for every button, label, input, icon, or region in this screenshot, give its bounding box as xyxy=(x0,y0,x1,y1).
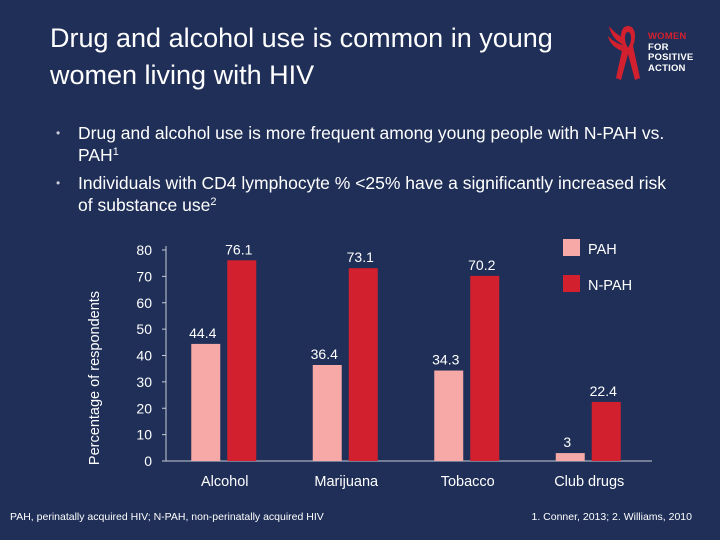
x-tick-label: Marijuana xyxy=(314,474,379,490)
bullet-text: Individuals with CD4 lymphocyte % <25% h… xyxy=(78,173,666,215)
y-tick-label: 20 xyxy=(136,400,152,416)
legend-label: N-PAH xyxy=(588,278,632,294)
bar-pah xyxy=(312,364,342,461)
data-label: 34.3 xyxy=(432,352,459,368)
data-label: 22.4 xyxy=(590,383,617,399)
legend-label: PAH xyxy=(588,242,617,258)
y-tick-label: 10 xyxy=(136,427,152,443)
bullet-item: • Drug and alcohol use is more frequent … xyxy=(56,122,676,166)
women-for-positive-action-logo: WOMEN FOR POSITIVE ACTION xyxy=(608,18,708,88)
data-label: 44.4 xyxy=(189,325,216,341)
bar-npah xyxy=(591,401,621,461)
footnote-abbreviations: PAH, perinatally acquired HIV; N-PAH, no… xyxy=(10,511,324,523)
bullet-item: • Individuals with CD4 lymphocyte % <25%… xyxy=(56,172,676,216)
legend-swatch xyxy=(563,275,580,292)
bar-pah xyxy=(191,343,221,461)
bullet-reference: 2 xyxy=(210,196,217,208)
slide-title: Drug and alcohol use is common in young … xyxy=(50,23,553,90)
bar-pah xyxy=(434,370,464,461)
y-axis-title: Percentage of respondents xyxy=(87,291,103,465)
y-tick-label: 30 xyxy=(136,374,152,390)
logo-line-women: WOMEN xyxy=(648,31,687,42)
x-tick-label: Alcohol xyxy=(201,474,249,490)
x-tick-label: Tobacco xyxy=(441,474,495,490)
bullet-text: Drug and alcohol use is more frequent am… xyxy=(78,123,665,165)
legend-swatch xyxy=(563,239,580,256)
bullet-reference: 1 xyxy=(112,146,119,158)
footnote-references: 1. Conner, 2013; 2. Williams, 2010 xyxy=(531,511,692,523)
logo-line-positive: POSITIVE xyxy=(648,52,694,63)
data-label: 76.1 xyxy=(225,241,252,257)
logo-text: WOMEN FOR POSITIVE ACTION xyxy=(648,31,694,74)
bullet-icon: • xyxy=(56,176,61,190)
ribbon-wings-icon xyxy=(608,26,640,80)
bullet-list: • Drug and alcohol use is more frequent … xyxy=(56,122,676,222)
bar-npah xyxy=(348,268,378,461)
y-tick-label: 60 xyxy=(136,295,152,311)
x-tick-label: Club drugs xyxy=(554,474,624,490)
bullet-icon: • xyxy=(56,126,61,140)
data-label: 36.4 xyxy=(311,346,338,362)
data-label: 3 xyxy=(563,434,571,450)
logo-line-for: FOR xyxy=(648,41,669,53)
bar-pah xyxy=(555,453,585,461)
bar-npah xyxy=(227,260,257,461)
data-label: 73.1 xyxy=(347,249,374,265)
y-tick-label: 70 xyxy=(136,268,152,284)
y-tick-label: 80 xyxy=(136,242,152,258)
logo-line-action: ACTION xyxy=(648,62,686,74)
y-tick-label: 0 xyxy=(144,453,152,469)
data-label: 70.2 xyxy=(468,257,495,273)
y-tick-label: 50 xyxy=(136,321,152,337)
y-tick-label: 40 xyxy=(136,348,152,364)
bar-npah xyxy=(470,275,500,461)
